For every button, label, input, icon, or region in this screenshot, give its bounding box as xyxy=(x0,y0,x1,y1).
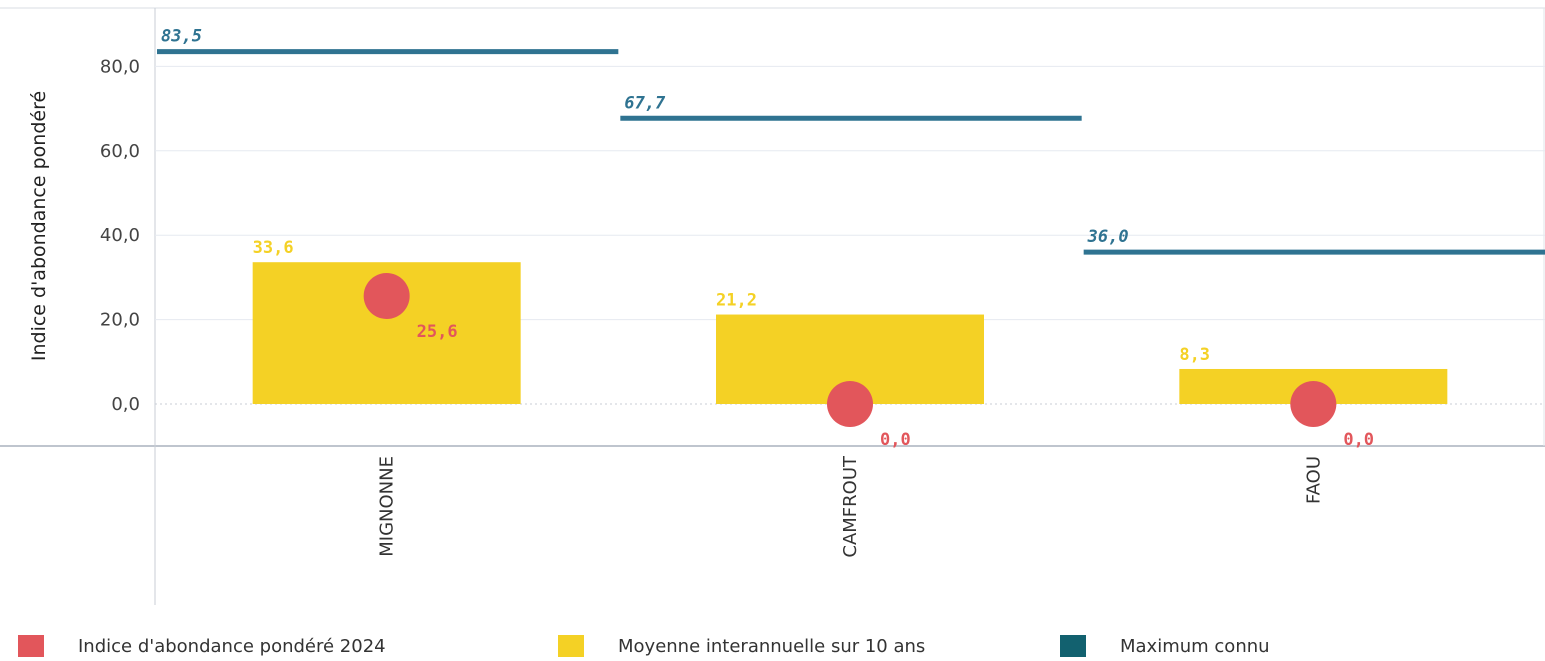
maximum-value-label: 83,5 xyxy=(161,27,202,47)
bar-value-label: 33,6 xyxy=(253,238,294,258)
point-indice xyxy=(363,272,410,319)
x-category-label: CAMFROUT xyxy=(840,455,861,558)
maximum-value-label: 67,7 xyxy=(624,93,666,113)
point-value-label: 0,0 xyxy=(1343,430,1374,450)
legend-item-maximum[interactable]: Maximum connu xyxy=(1060,632,1270,660)
x-category-label: MIGNONNE xyxy=(377,456,398,557)
y-tick-label: 20,0 xyxy=(100,310,140,331)
y-tick-label: 0,0 xyxy=(111,394,140,415)
abundance-chart: 0,0 20,0 40,0 60,0 80,0 Indice d'abondance po… xyxy=(0,7,1545,605)
point-value-label: 25,6 xyxy=(417,322,458,342)
bar-value-label: 8,3 xyxy=(1179,345,1210,365)
legend-label-maximum: Maximum connu xyxy=(1120,635,1270,657)
maximum-value-label: 36,0 xyxy=(1087,227,1129,247)
legend-label-moyenne: Moyenne interannuelle sur 10 ans xyxy=(618,635,926,657)
legend-item-indice[interactable]: Indice d'abondance pondéré 2024 xyxy=(18,632,386,660)
point-value-label: 0,0 xyxy=(880,430,911,450)
y-axis-label: Indice d'abondance pondéré xyxy=(28,91,50,361)
point-indice xyxy=(827,381,873,427)
legend-swatch-moyenne xyxy=(558,635,584,657)
x-category-label: FAOU xyxy=(1303,456,1324,504)
y-tick-label: 40,0 xyxy=(100,225,140,246)
y-tick-label: 60,0 xyxy=(100,141,140,162)
point-indice xyxy=(1290,381,1337,427)
legend-item-moyenne[interactable]: Moyenne interannuelle sur 10 ans xyxy=(558,632,925,660)
bar-value-label: 21,2 xyxy=(716,291,757,311)
legend-swatch-maximum xyxy=(1060,635,1086,657)
legend-label-indice: Indice d'abondance pondéré 2024 xyxy=(78,635,386,657)
y-tick-label: 80,0 xyxy=(100,56,140,77)
legend: Indice d'abondance pondéré 2024 Moyenne … xyxy=(0,620,1545,660)
legend-swatch-indice xyxy=(18,635,44,657)
